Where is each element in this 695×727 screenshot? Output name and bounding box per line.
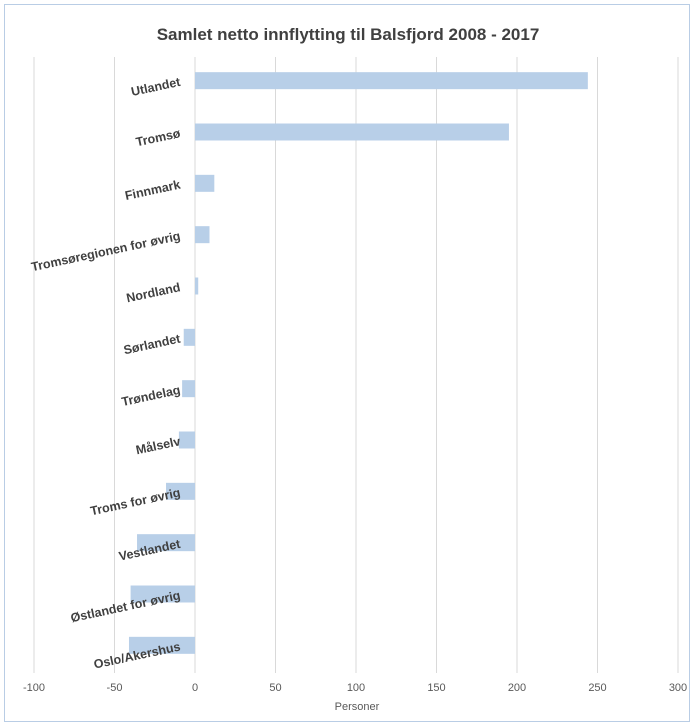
x-tick-label: 0	[192, 682, 198, 694]
category-label: Finnmark	[124, 178, 182, 203]
x-tick-label: 250	[588, 682, 606, 694]
x-tick-label: 50	[269, 682, 281, 694]
category-label: Trøndelag	[120, 383, 181, 409]
bar	[137, 534, 195, 552]
x-tick-labels: -100 -50 0 50 100 150 200 250 300	[23, 682, 687, 694]
bar	[195, 277, 199, 295]
bar	[195, 226, 210, 244]
bar	[182, 380, 195, 398]
bar	[166, 482, 195, 500]
category-label: Østlandet for øvrig	[69, 588, 181, 625]
bar	[183, 328, 195, 346]
bar-chart: Utlandet Tromsø Finnmark Tromsøregionen for…	[23, 57, 687, 713]
category-label: Sørlandet	[122, 331, 182, 357]
bar	[195, 174, 215, 192]
category-labels: Utlandet Tromsø Finnmark Tromsøregionen for…	[30, 75, 183, 672]
category-label: Nordland	[125, 280, 182, 305]
chart-frame: Samlet netto innflytting til Balsfjord 2…	[4, 4, 690, 722]
bar	[128, 636, 195, 654]
bar	[178, 431, 195, 449]
bar	[130, 585, 195, 603]
x-tick-label: 100	[347, 682, 365, 694]
gridlines	[33, 57, 679, 673]
x-tick-label: -50	[107, 682, 123, 694]
chart-title: Samlet netto innflytting til Balsfjord 2…	[156, 25, 540, 44]
x-tick-label: 300	[669, 682, 687, 694]
category-label: Troms for øvrig	[89, 486, 182, 519]
bar	[195, 123, 509, 141]
x-tick-label: 150	[427, 682, 445, 694]
x-tick-label: -100	[23, 682, 45, 694]
category-label: Tromsø	[135, 126, 182, 149]
bar	[195, 72, 588, 90]
x-tick-label: 200	[508, 682, 526, 694]
category-label: Målselv	[135, 434, 182, 457]
category-label: Utlandet	[130, 75, 183, 99]
category-label: Tromsøregionen for øvrig	[30, 229, 182, 274]
x-axis-label: Personer	[335, 701, 380, 713]
bars	[128, 72, 588, 654]
